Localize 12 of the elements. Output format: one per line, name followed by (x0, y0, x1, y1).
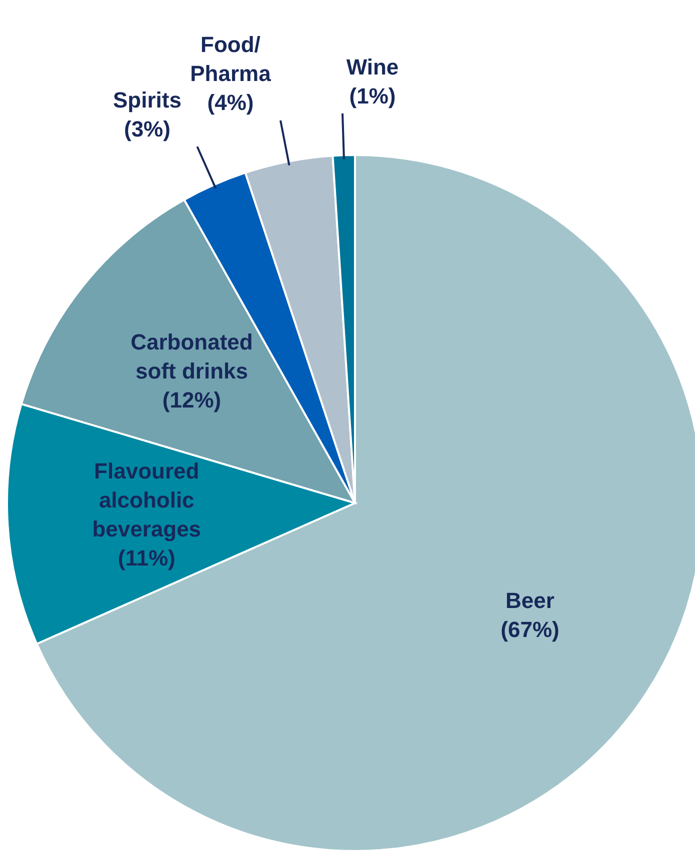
data-label: (12%) (162, 388, 222, 413)
slice-label: Beer (506, 588, 555, 614)
data-label: (3%) (124, 116, 170, 142)
slice-label: Wine (346, 54, 399, 80)
data-label: (4%) (207, 90, 254, 116)
slice-label: Carbonated soft drinks (130, 330, 253, 384)
slice-label: Spirits (112, 87, 182, 112)
data-label: (67%) (500, 617, 560, 642)
slice-label: Food/Pharma (190, 32, 272, 86)
slice-label: Flavoured alcoholic beverages (92, 458, 202, 542)
data-label: (11%) (118, 546, 176, 571)
data-label: (1%) (349, 83, 396, 108)
